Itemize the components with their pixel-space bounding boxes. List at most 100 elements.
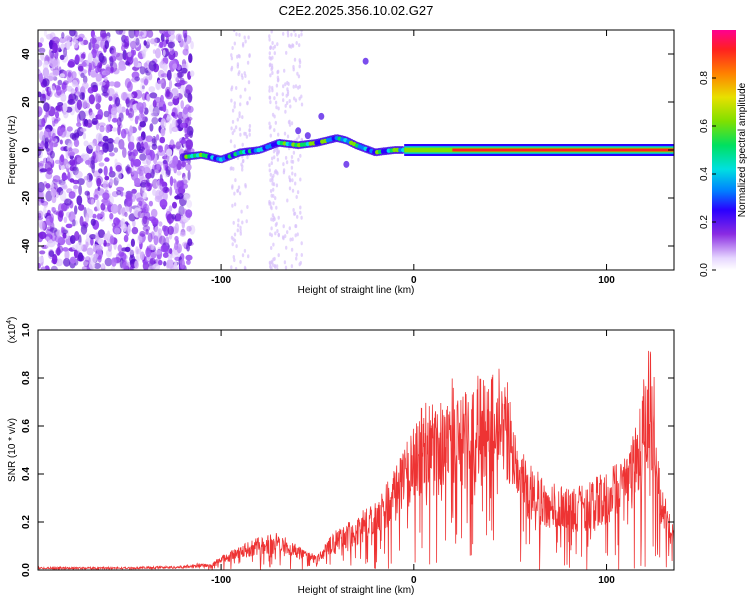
noise-streak — [238, 114, 241, 119]
noise-blob — [42, 78, 50, 87]
noise-streak — [286, 134, 290, 139]
noise-blob — [67, 150, 71, 157]
noise-streak — [294, 84, 298, 89]
noise-blob — [72, 179, 79, 185]
noise-streak — [282, 162, 285, 167]
noise-blob — [107, 243, 113, 252]
noise-blob — [95, 93, 102, 104]
noise-streak — [285, 245, 288, 250]
noise-blob — [113, 81, 121, 88]
noise-blob — [59, 155, 65, 166]
noise-blob — [159, 235, 166, 245]
noise-blob — [48, 72, 55, 81]
chart-title: C2E2.2025.356.10.02.G27 — [279, 3, 434, 18]
noise-streak — [298, 84, 301, 89]
noise-blob — [109, 152, 115, 157]
noise-blob — [128, 30, 136, 39]
noise-streak — [274, 223, 278, 227]
noise-streak — [246, 101, 249, 106]
noise-streak — [268, 51, 271, 56]
noise-streak — [290, 264, 294, 269]
noise-streak — [300, 102, 304, 107]
noise-blob — [162, 252, 169, 258]
noise-blob — [76, 99, 82, 111]
noise-blob — [154, 96, 162, 103]
noise-blob — [145, 145, 151, 154]
noise-streak — [233, 41, 236, 46]
noise-blob — [102, 180, 109, 190]
noise-blob — [42, 67, 50, 78]
noise-blob — [38, 142, 41, 148]
noise-blob — [150, 111, 159, 118]
noise-blob — [166, 148, 173, 157]
noise-blob — [130, 238, 135, 247]
noise-streak — [233, 144, 236, 149]
noise-streak — [286, 80, 289, 85]
x-tick-label: -100 — [211, 575, 231, 586]
noise-blob — [61, 174, 68, 181]
noise-blob — [68, 211, 76, 223]
noise-streak — [274, 147, 277, 152]
noise-blob — [56, 85, 62, 96]
noise-blob — [95, 232, 99, 243]
noise-blob — [53, 210, 60, 215]
noise-blob — [95, 132, 103, 142]
noise-streak — [271, 112, 275, 117]
noise-blob — [167, 254, 173, 261]
noise-streak — [297, 74, 301, 79]
noise-blob — [141, 85, 145, 90]
noise-streak — [282, 98, 285, 103]
noise-streak — [286, 198, 289, 203]
noise-blob — [52, 42, 58, 54]
noise-streak — [270, 30, 273, 34]
noise-blob — [90, 237, 94, 246]
noise-blob — [109, 212, 114, 220]
noise-streak — [239, 225, 242, 230]
noise-blob — [38, 72, 43, 83]
noise-blob — [98, 122, 106, 127]
noise-streak — [274, 196, 277, 201]
noise-streak — [231, 108, 235, 113]
noise-streak — [283, 131, 287, 136]
colorbar-tick-label: 0.6 — [699, 119, 710, 133]
noise-blob — [93, 262, 102, 269]
noise-streak — [232, 237, 235, 242]
noise-blob — [88, 42, 92, 51]
noise-streak — [300, 32, 303, 37]
noise-blob — [109, 235, 115, 245]
noise-streak — [300, 94, 303, 99]
noise-blob — [186, 116, 193, 121]
noise-blob — [134, 260, 139, 269]
noise-blob — [88, 174, 93, 181]
y-tick-label: 0.0 — [21, 563, 32, 577]
noise-streak — [288, 226, 291, 231]
noise-blob — [130, 158, 135, 168]
noise-streak — [282, 31, 285, 36]
noise-blob — [60, 226, 64, 234]
noise-streak — [236, 228, 239, 233]
noise-blob — [179, 122, 187, 128]
noise-blob — [179, 160, 188, 165]
noise-blob — [56, 229, 61, 238]
noise-blob — [141, 93, 147, 101]
noise-streak — [268, 88, 271, 93]
noise-blob — [87, 52, 93, 63]
noise-blob — [167, 225, 174, 235]
noise-blob — [166, 69, 172, 81]
noise-streak — [233, 104, 236, 109]
noise-streak — [283, 260, 287, 265]
noise-streak — [233, 30, 236, 33]
noise-streak — [230, 65, 234, 70]
noise-blob — [45, 110, 49, 118]
noise-blob — [96, 36, 103, 41]
noise-streak — [233, 101, 236, 106]
noise-blob — [179, 80, 188, 85]
noise-blob — [101, 32, 108, 38]
noise-blob — [62, 257, 71, 267]
noise-blob — [171, 112, 176, 117]
noise-blob — [91, 38, 95, 49]
noise-blob — [146, 39, 151, 45]
noise-blob — [74, 95, 79, 102]
noise-streak — [276, 157, 280, 162]
